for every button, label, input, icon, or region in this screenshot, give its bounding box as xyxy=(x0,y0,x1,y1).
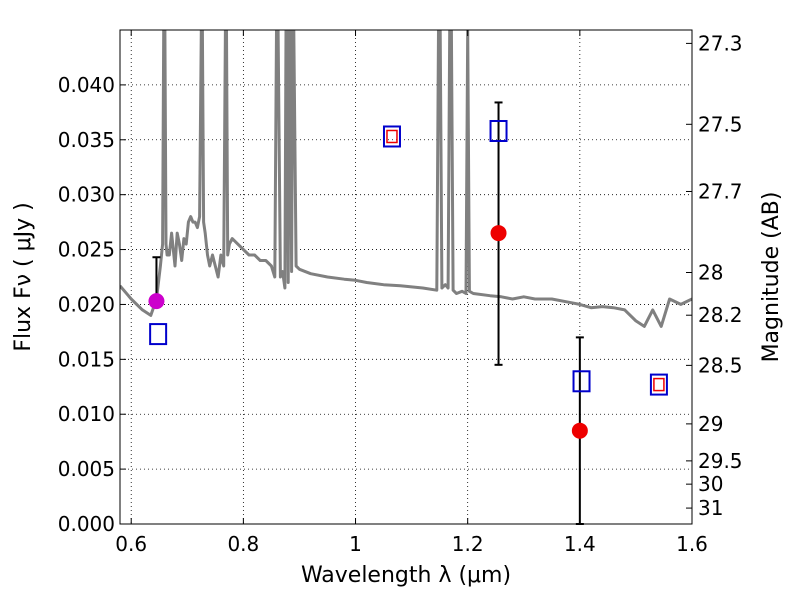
y-tick-label: 0.010 xyxy=(58,402,115,426)
right-tick-label: 29 xyxy=(698,412,723,436)
spectrum-line xyxy=(120,30,692,328)
plot-background xyxy=(120,30,692,524)
y-axis-label: Flux Fν ( μJy ) xyxy=(11,202,36,351)
right-tick-label: 28 xyxy=(698,260,723,284)
right-tick-label: 30 xyxy=(698,472,723,496)
open-square-point xyxy=(382,125,401,148)
right-tick-label: 27.7 xyxy=(698,179,743,203)
y-tick-label: 0.025 xyxy=(58,238,115,262)
y-axis-ticks: 0.000 0.005 0.010 0.015 0.020 0.025 0.030 0.035… xyxy=(58,73,126,536)
x-axis-label: Wavelength λ (μm) xyxy=(301,563,511,588)
y-tick-label: 0.035 xyxy=(58,128,115,152)
y-tick-label: 0.030 xyxy=(58,183,115,207)
x-tick-label: 1.4 xyxy=(564,532,596,556)
y-tick-label: 0.040 xyxy=(58,73,115,97)
right-tick-label: 31 xyxy=(698,496,723,520)
y-tick-label: 0.020 xyxy=(58,292,115,316)
open-square-point xyxy=(649,373,668,396)
right-tick-label: 28.2 xyxy=(698,303,743,327)
plot-frame xyxy=(119,29,693,525)
template-spectrum xyxy=(120,30,692,328)
x-tick-label: 0.6 xyxy=(115,532,147,556)
x-axis-ticks: 0.6 0.8 1 1.2 1.4 1.6 xyxy=(115,30,708,556)
right-tick-label: 27.3 xyxy=(698,31,743,55)
open-square-point xyxy=(489,119,508,142)
right-tick-label: 27.5 xyxy=(698,112,743,136)
grid-lines xyxy=(120,30,692,524)
small-square-point xyxy=(386,129,398,144)
right-axis-label: Magnitude (AB) xyxy=(759,192,784,363)
small-square-point xyxy=(653,377,665,392)
open-square-point xyxy=(572,370,591,393)
filled-circle-point xyxy=(490,225,507,242)
open-square-point xyxy=(149,323,168,346)
y-tick-label: 0.015 xyxy=(58,347,115,371)
filled-circle-point xyxy=(571,422,588,439)
filled-circle-point xyxy=(148,293,165,310)
right-tick-label: 28.5 xyxy=(698,353,743,377)
x-tick-label: 0.8 xyxy=(227,532,259,556)
right-tick-label: 29.5 xyxy=(698,449,743,473)
x-tick-label: 1.6 xyxy=(676,532,708,556)
data-markers xyxy=(148,119,668,439)
y-tick-label: 0.000 xyxy=(58,512,115,536)
y-tick-label: 0.005 xyxy=(58,457,115,481)
x-tick-label: 1.2 xyxy=(452,532,484,556)
x-tick-label: 1 xyxy=(349,532,362,556)
